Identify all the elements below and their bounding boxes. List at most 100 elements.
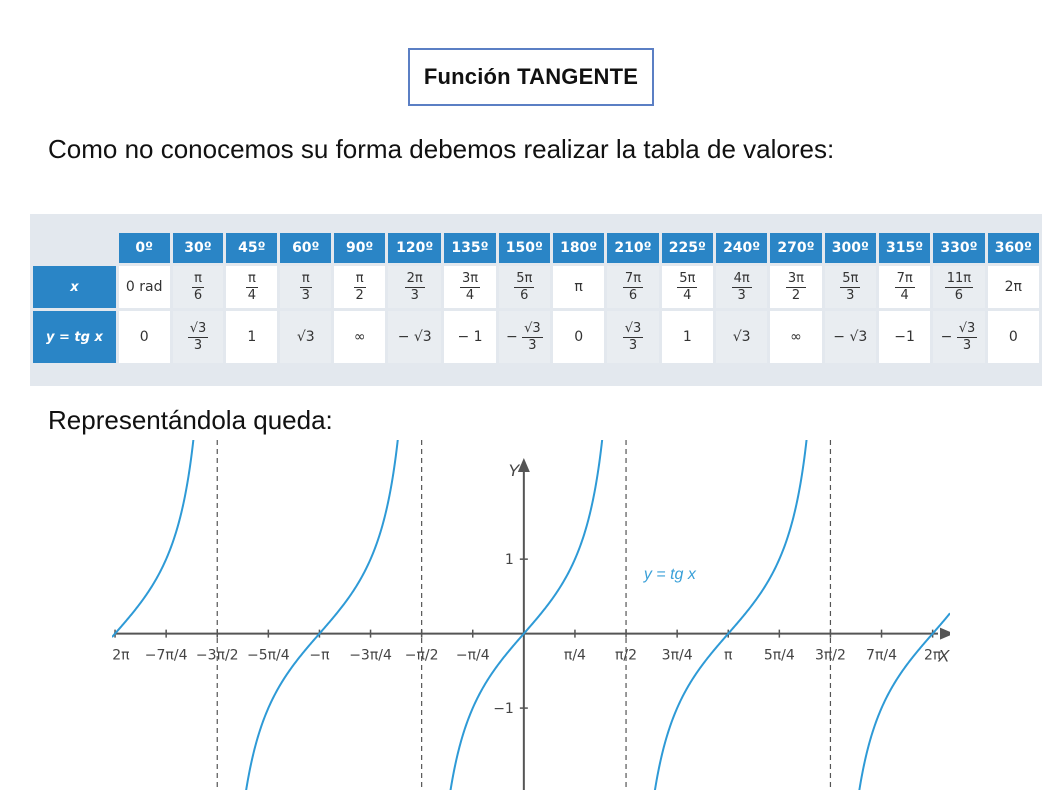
cell-text: π xyxy=(574,279,583,295)
y-row-header: y = tg x xyxy=(33,311,116,363)
degree-cell: 210º xyxy=(607,233,659,263)
x-tick-label: 2π xyxy=(924,648,942,664)
y-value-cell: 1 xyxy=(226,311,278,363)
tangent-curve-branch xyxy=(653,440,808,790)
fraction-numerator: 5π xyxy=(514,270,535,288)
x-value-cell: 5π 6 xyxy=(498,266,550,308)
cell-fraction: 11π 6 xyxy=(944,272,974,302)
x-tick-label: π xyxy=(724,648,733,664)
table-corner xyxy=(33,233,116,263)
x-value-cell: 5π 3 xyxy=(824,266,876,308)
cell-fraction: √3 3 xyxy=(522,322,543,352)
fraction-denominator: 3 xyxy=(193,337,203,353)
fraction-denominator: 3 xyxy=(962,337,972,353)
title-box: Función TANGENTE xyxy=(408,48,654,106)
cell-fraction: 5π 4 xyxy=(677,270,698,302)
values-table-panel: 0º 30º 45º 60º 90º 120º 135º 150º 180º 210º 225º 24… xyxy=(30,214,1042,386)
y-tick-label: −1 xyxy=(493,701,514,717)
x-tick-label: 5π/4 xyxy=(764,648,795,664)
fraction-numerator: 7π xyxy=(622,270,644,288)
tangent-curve-branch xyxy=(112,440,195,638)
x-tick-label: −5π/4 xyxy=(247,648,290,664)
fraction-denominator: 4 xyxy=(900,287,909,303)
cell-fraction: 5π 3 xyxy=(840,270,861,303)
cell-text: √3 xyxy=(296,329,315,345)
fraction-denominator: 3 xyxy=(301,287,310,303)
fraction-denominator: 2 xyxy=(791,287,801,303)
function-label: y = tg x xyxy=(643,566,697,583)
y-value-cell: 0 xyxy=(552,311,605,363)
x-tick-label: −7π/4 xyxy=(145,648,188,664)
y-value-cell: √3 xyxy=(715,311,768,363)
fraction-denominator: 6 xyxy=(520,287,529,303)
x-value-cell: π xyxy=(552,266,605,308)
fraction-numerator: 3π xyxy=(459,270,481,288)
cell-text: − √3 xyxy=(833,329,868,345)
cell-text: 2π xyxy=(1004,279,1022,295)
cell-fraction: 7π 4 xyxy=(894,272,915,303)
x-value-cell: 4π 3 xyxy=(715,266,768,308)
x-tick-label: 3π/4 xyxy=(662,648,693,664)
fraction-denominator: 6 xyxy=(193,287,203,303)
values-table: 0º 30º 45º 60º 90º 120º 135º 150º 180º 210º 225º 24… xyxy=(30,230,1042,366)
fraction-denominator: 3 xyxy=(737,287,746,303)
page-title: Función TANGENTE xyxy=(423,64,639,89)
fraction-denominator: 3 xyxy=(846,287,855,303)
cell-text: ∞ xyxy=(790,329,802,345)
fraction-numerator: π xyxy=(245,270,258,288)
fraction-denominator: 3 xyxy=(410,287,419,303)
y-value-cell: √3 xyxy=(280,311,332,363)
cell-text: ∞ xyxy=(353,329,366,345)
x-tick-label: π/2 xyxy=(615,648,637,664)
x-axis-arrow xyxy=(940,627,950,640)
cell-fraction: 3π 4 xyxy=(459,270,481,302)
fraction-denominator: 3 xyxy=(628,337,638,353)
x-tick-label: 7π/4 xyxy=(866,648,897,664)
cell-fraction: 5π 6 xyxy=(514,270,535,303)
tangent-curve-branch xyxy=(449,440,604,790)
cell-text: − 1 xyxy=(457,329,483,345)
y-value-cell: − √3 xyxy=(824,311,876,363)
fraction-numerator: 5π xyxy=(677,270,698,288)
fraction-numerator: π xyxy=(192,270,204,288)
fraction-denominator: 2 xyxy=(355,287,364,303)
degree-cell: 60º xyxy=(280,233,332,263)
x-row: x 0 rad π 6 π 4 π 3 π 2 2π 3 3π 4 5π 6 π 7π 6 5π 4 4π 3 3π 2 5π 3… xyxy=(33,266,1039,308)
cell-text: 0 xyxy=(139,329,149,345)
degree-cell: 240º xyxy=(715,233,768,263)
degree-cell: 270º xyxy=(770,233,822,263)
y-tick-label: 1 xyxy=(505,552,514,568)
x-tick-label: −π xyxy=(309,648,330,664)
y-value-cell: ∞ xyxy=(334,311,386,363)
fraction-numerator: π xyxy=(299,270,312,288)
subtitle-text: Representándola queda: xyxy=(48,405,333,435)
degree-cell: 30º xyxy=(172,233,224,263)
degrees-row: 0º 30º 45º 60º 90º 120º 135º 150º 180º 210º 225º 24… xyxy=(33,233,1039,263)
x-value-cell: 7π 4 xyxy=(878,266,931,308)
cell-text: 0 xyxy=(574,329,584,345)
y-value-cell: 1 xyxy=(661,311,713,363)
x-axis-label: X xyxy=(937,647,950,666)
x-value-cell: 7π 6 xyxy=(607,266,659,308)
degree-cell: 180º xyxy=(552,233,605,263)
x-tick-label: −π/4 xyxy=(456,648,490,664)
degree-cell: 300º xyxy=(824,233,876,263)
x-value-cell: 2π 3 xyxy=(388,266,442,308)
fraction-numerator: 5π xyxy=(840,270,861,288)
cell-sign: − xyxy=(505,329,523,345)
tangent-graph: X Y −2π −7π/4 −3π/2 −5π/4 −π −3π/4 −π/2 −π/4 π/4 π/… xyxy=(112,440,950,790)
y-value-cell: √3 3 xyxy=(172,311,224,363)
cell-text: 0 xyxy=(1008,329,1018,345)
cell-text: − √3 xyxy=(397,329,432,345)
x-tick-label: −3π/4 xyxy=(349,648,392,664)
degree-cell: 225º xyxy=(661,233,713,263)
y-value-cell: 0 xyxy=(987,311,1039,363)
intro-text: Como no conocemos su forma debemos reali… xyxy=(48,134,835,164)
tangent-curve-branch xyxy=(858,612,950,790)
fraction-numerator: π xyxy=(353,270,366,288)
cell-text: 0 rad xyxy=(125,279,163,295)
